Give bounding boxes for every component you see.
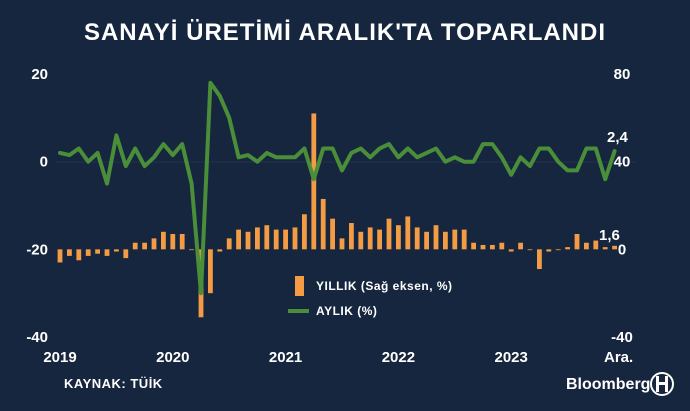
yillik-bars xyxy=(57,113,617,318)
x-tick-label: 2022 xyxy=(382,349,415,366)
right-axis: 80 40 0 -40 xyxy=(611,66,633,346)
yillik-bar xyxy=(555,249,561,251)
left-tick-label: 20 xyxy=(31,66,48,83)
yillik-bar xyxy=(508,249,514,252)
yillik-bar xyxy=(424,231,429,250)
yillik-bar xyxy=(499,242,505,250)
left-tick-label: -20 xyxy=(26,241,48,258)
yillik-bar xyxy=(461,229,467,250)
x-tick-label: 2021 xyxy=(269,349,302,366)
yillik-bar xyxy=(236,229,241,250)
annotation-aylik-last: 2,4 xyxy=(607,129,629,146)
yillik-bar xyxy=(396,225,401,250)
yillik-bar xyxy=(179,233,185,250)
ht-logo-icon xyxy=(650,372,674,396)
yillik-bar xyxy=(208,249,213,294)
yillik-bar xyxy=(546,249,552,252)
yillik-bar xyxy=(67,249,72,256)
yillik-bar xyxy=(142,242,147,250)
legend-label-aylik: AYLIK (%) xyxy=(316,304,377,318)
yillik-bar xyxy=(330,218,335,250)
yillik-bar xyxy=(452,229,458,250)
yillik-bar xyxy=(377,229,382,250)
yillik-bar xyxy=(584,242,589,250)
yillik-bar xyxy=(76,249,82,261)
yillik-bar xyxy=(414,227,420,250)
yillik-bar xyxy=(170,233,176,250)
x-tick-label: 2019 xyxy=(43,349,76,366)
yillik-bar xyxy=(273,229,279,250)
yillik-bar xyxy=(104,249,110,256)
brand-name: Bloomberg xyxy=(566,376,650,393)
yillik-bar xyxy=(57,249,63,263)
yillik-bar xyxy=(132,242,138,250)
yillik-bar xyxy=(302,214,307,250)
yillik-bar xyxy=(264,225,270,250)
yillik-bar xyxy=(490,244,495,250)
yillik-bar xyxy=(574,233,580,250)
yillik-bar xyxy=(320,198,326,250)
yillik-bar xyxy=(367,227,373,250)
yillik-bar xyxy=(593,240,599,250)
x-tick-label: 2020 xyxy=(156,349,189,366)
right-tick-label: 0 xyxy=(618,241,626,258)
yillik-bar xyxy=(537,249,542,270)
yillik-bar xyxy=(283,229,288,250)
yillik-bar xyxy=(161,231,166,250)
left-tick-label: 0 xyxy=(40,154,48,171)
yillik-bar xyxy=(565,247,570,250)
yillik-bar xyxy=(217,249,223,252)
yillik-bar xyxy=(443,231,448,250)
aylik-line xyxy=(58,80,617,296)
right-tick-label: 40 xyxy=(614,154,631,171)
yillik-bar xyxy=(480,244,486,250)
left-axis: 20 0 -20 -40 xyxy=(26,66,48,346)
x-tick-label: Ara. xyxy=(604,349,633,366)
legend-swatch-yillik xyxy=(295,276,304,296)
right-tick-label: -40 xyxy=(611,329,633,346)
yillik-bar xyxy=(189,249,194,251)
yillik-bar xyxy=(151,238,157,250)
chart-title: SANAYİ ÜRETİMİ ARALIK'TA TOPARLANDI xyxy=(84,19,606,46)
yillik-bar xyxy=(95,249,100,254)
x-tick-label: 2023 xyxy=(495,349,528,366)
yillik-bar xyxy=(311,113,317,250)
yillik-bar xyxy=(114,249,119,252)
yillik-bar xyxy=(602,247,608,250)
yillik-bar xyxy=(123,249,129,259)
yillik-bar xyxy=(292,227,298,250)
yillik-bar xyxy=(255,227,260,250)
left-tick-label: -40 xyxy=(26,329,48,346)
source-note: KAYNAK: TÜİK xyxy=(64,376,163,391)
yillik-bar xyxy=(226,238,232,250)
right-tick-label: 80 xyxy=(614,66,631,83)
yillik-bar xyxy=(339,238,345,250)
yillik-bar xyxy=(245,231,251,250)
x-axis: 2019 2020 2021 2022 2023 Ara. xyxy=(43,349,633,366)
yillik-bar xyxy=(349,223,354,250)
legend-label-yillik: YILLIK (Sağ eksen, %) xyxy=(316,279,453,293)
yillik-bar xyxy=(612,245,617,250)
yillik-bar xyxy=(527,249,533,251)
yillik-bar xyxy=(405,216,411,250)
yillik-bar xyxy=(85,249,91,256)
yillik-bar xyxy=(386,218,392,250)
yillik-bar xyxy=(471,242,476,250)
yillik-bar xyxy=(518,242,523,250)
annotation-yillik-last: 1,6 xyxy=(599,227,620,244)
yillik-bar xyxy=(433,225,439,250)
yillik-bar xyxy=(358,231,364,250)
